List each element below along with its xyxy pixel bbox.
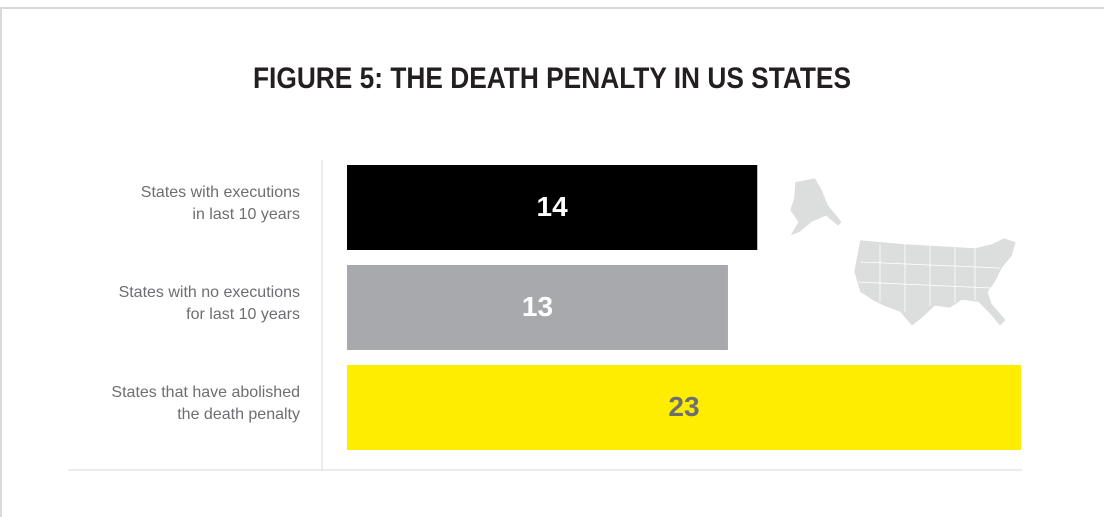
value-label: 13 bbox=[522, 291, 553, 322]
frame bbox=[0, 7, 1104, 517]
us-map bbox=[789, 177, 1017, 327]
value-label: 14 bbox=[537, 191, 569, 222]
category-label: States that have abolished the death pen… bbox=[111, 383, 300, 423]
value-label: 23 bbox=[668, 391, 699, 422]
category-label: States with executions in last 10 years bbox=[140, 183, 300, 223]
bar bbox=[347, 265, 728, 350]
bar bbox=[347, 365, 1021, 450]
chart-title: FIGURE 5: THE DEATH PENALTY IN US STATES bbox=[253, 62, 851, 95]
bar bbox=[347, 165, 758, 250]
category-label: States with no executions for last 10 ye… bbox=[118, 283, 300, 323]
